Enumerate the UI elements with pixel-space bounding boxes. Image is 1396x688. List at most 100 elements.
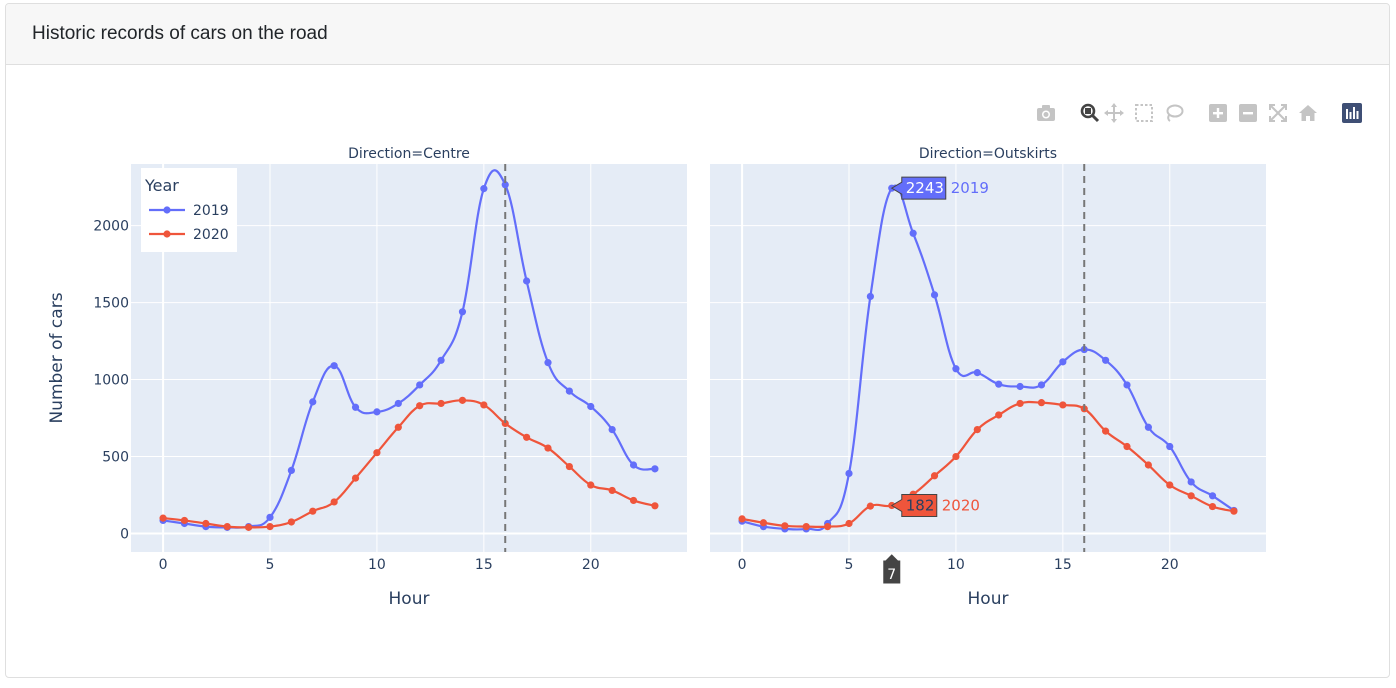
- data-point-2020: [866, 502, 874, 510]
- data-point-2020: [952, 452, 960, 461]
- data-point-2020: [1230, 507, 1238, 515]
- facet-title: Direction=Outskirts: [919, 146, 1057, 162]
- data-point-2020: [651, 502, 659, 510]
- data-point-2020: [608, 486, 616, 495]
- data-point-2019: [1187, 478, 1195, 486]
- pan-icon[interactable]: [1104, 103, 1124, 123]
- card-header: Historic records of cars on the road: [6, 4, 1389, 65]
- hover-label-name: 2020: [942, 497, 980, 515]
- data-point-2019: [523, 277, 531, 285]
- data-point-2020: [373, 449, 381, 457]
- hover-x-box: [883, 554, 901, 584]
- data-point-2020: [480, 401, 488, 409]
- data-point-2020: [351, 474, 360, 482]
- card-title: Historic records of cars on the road: [32, 23, 328, 44]
- data-point-2019: [973, 369, 981, 377]
- data-point-2020: [930, 472, 939, 480]
- hover-label-box: [890, 494, 938, 518]
- zoom-in-icon[interactable]: [1208, 103, 1228, 123]
- data-point-2020: [802, 522, 810, 531]
- x-tick-label: 5: [266, 557, 275, 573]
- x-tick-label: 10: [368, 557, 386, 573]
- data-point-2020: [1208, 502, 1217, 511]
- x-axis-title: Hour: [968, 589, 1009, 609]
- data-point-2019: [544, 359, 552, 367]
- camera-icon[interactable]: [1036, 103, 1056, 123]
- legend-marker: [163, 230, 171, 238]
- hover-label-2019: 2243 2019: [890, 176, 989, 200]
- data-point-2019: [651, 465, 659, 473]
- data-point-2020: [330, 498, 338, 506]
- data-point-2020: [824, 522, 832, 531]
- data-point-2019: [909, 229, 917, 237]
- legend-label: 2019: [193, 203, 229, 219]
- data-point-2019: [1166, 442, 1174, 451]
- x-tick-label: 20: [582, 557, 600, 573]
- x-tick-label: 15: [1054, 557, 1072, 573]
- legend-marker: [163, 206, 171, 214]
- data-point-2020: [416, 402, 424, 410]
- hover-label-box: [890, 176, 947, 200]
- data-point-2020: [523, 433, 531, 441]
- data-point-2019: [287, 466, 295, 474]
- data-point-2020: [309, 507, 317, 515]
- legend-item-2019: 2019: [149, 203, 229, 219]
- data-point-2020: [781, 522, 789, 530]
- data-point-2020: [1144, 461, 1152, 469]
- x-tick-label: 20: [1161, 557, 1179, 573]
- data-point-2019: [995, 380, 1003, 388]
- data-point-2020: [738, 515, 746, 523]
- facet-title: Direction=Centre: [348, 146, 470, 162]
- data-point-2020: [1037, 399, 1046, 407]
- box-select-icon[interactable]: [1134, 103, 1154, 123]
- plot-area: [710, 164, 1266, 552]
- zoom-icon[interactable]: [1080, 103, 1100, 123]
- data-point-2020: [223, 522, 231, 531]
- data-point-2020: [1059, 401, 1067, 409]
- data-point-2020: [287, 518, 295, 526]
- hover-label-value: 182: [906, 497, 935, 515]
- data-point-2019: [1037, 381, 1046, 389]
- legend-label: 2020: [193, 227, 229, 243]
- data-point-2019: [845, 469, 853, 478]
- data-point-2020: [995, 411, 1003, 419]
- data-point-2019: [608, 425, 616, 434]
- data-point-2020: [437, 399, 445, 408]
- data-point-2019: [480, 185, 488, 193]
- data-point-2020: [1187, 492, 1195, 500]
- reset-axes-icon[interactable]: [1298, 103, 1318, 123]
- data-point-2019: [437, 356, 445, 364]
- plotly-logo-icon[interactable]: [1342, 103, 1362, 123]
- x-tick-label: 0: [738, 557, 747, 573]
- hover-x-value: 7: [887, 567, 896, 583]
- data-point-2019: [266, 513, 274, 521]
- legend-title: Year: [144, 176, 179, 195]
- data-point-2020: [202, 519, 210, 528]
- data-point-2020: [544, 444, 552, 452]
- y-axis-title: Number of cars: [47, 292, 67, 423]
- data-point-2020: [501, 419, 509, 428]
- data-point-2020: [458, 396, 467, 404]
- y-tick-label: 2000: [93, 219, 129, 235]
- modebar: [1026, 100, 1362, 126]
- data-point-2019: [930, 291, 939, 299]
- data-point-2020: [266, 522, 274, 531]
- data-point-2019: [1208, 492, 1217, 500]
- lasso-icon[interactable]: [1164, 103, 1184, 123]
- autoscale-icon[interactable]: [1268, 103, 1288, 123]
- hover-label-value: 2243: [906, 179, 944, 197]
- x-tick-label: 0: [159, 557, 168, 573]
- zoom-out-icon[interactable]: [1238, 103, 1258, 123]
- x-tick-label: 15: [475, 557, 493, 573]
- y-tick-label: 1500: [93, 296, 129, 312]
- data-point-2019: [1059, 358, 1067, 366]
- data-point-2020: [1123, 442, 1131, 451]
- data-point-2020: [587, 481, 595, 489]
- hover-label-name: 2019: [951, 179, 989, 197]
- y-tick-label: 500: [102, 450, 129, 466]
- data-point-2020: [759, 519, 768, 527]
- data-point-2019: [1102, 356, 1110, 364]
- data-point-2020: [1166, 481, 1174, 489]
- legend: Year 2019 2020: [141, 168, 237, 252]
